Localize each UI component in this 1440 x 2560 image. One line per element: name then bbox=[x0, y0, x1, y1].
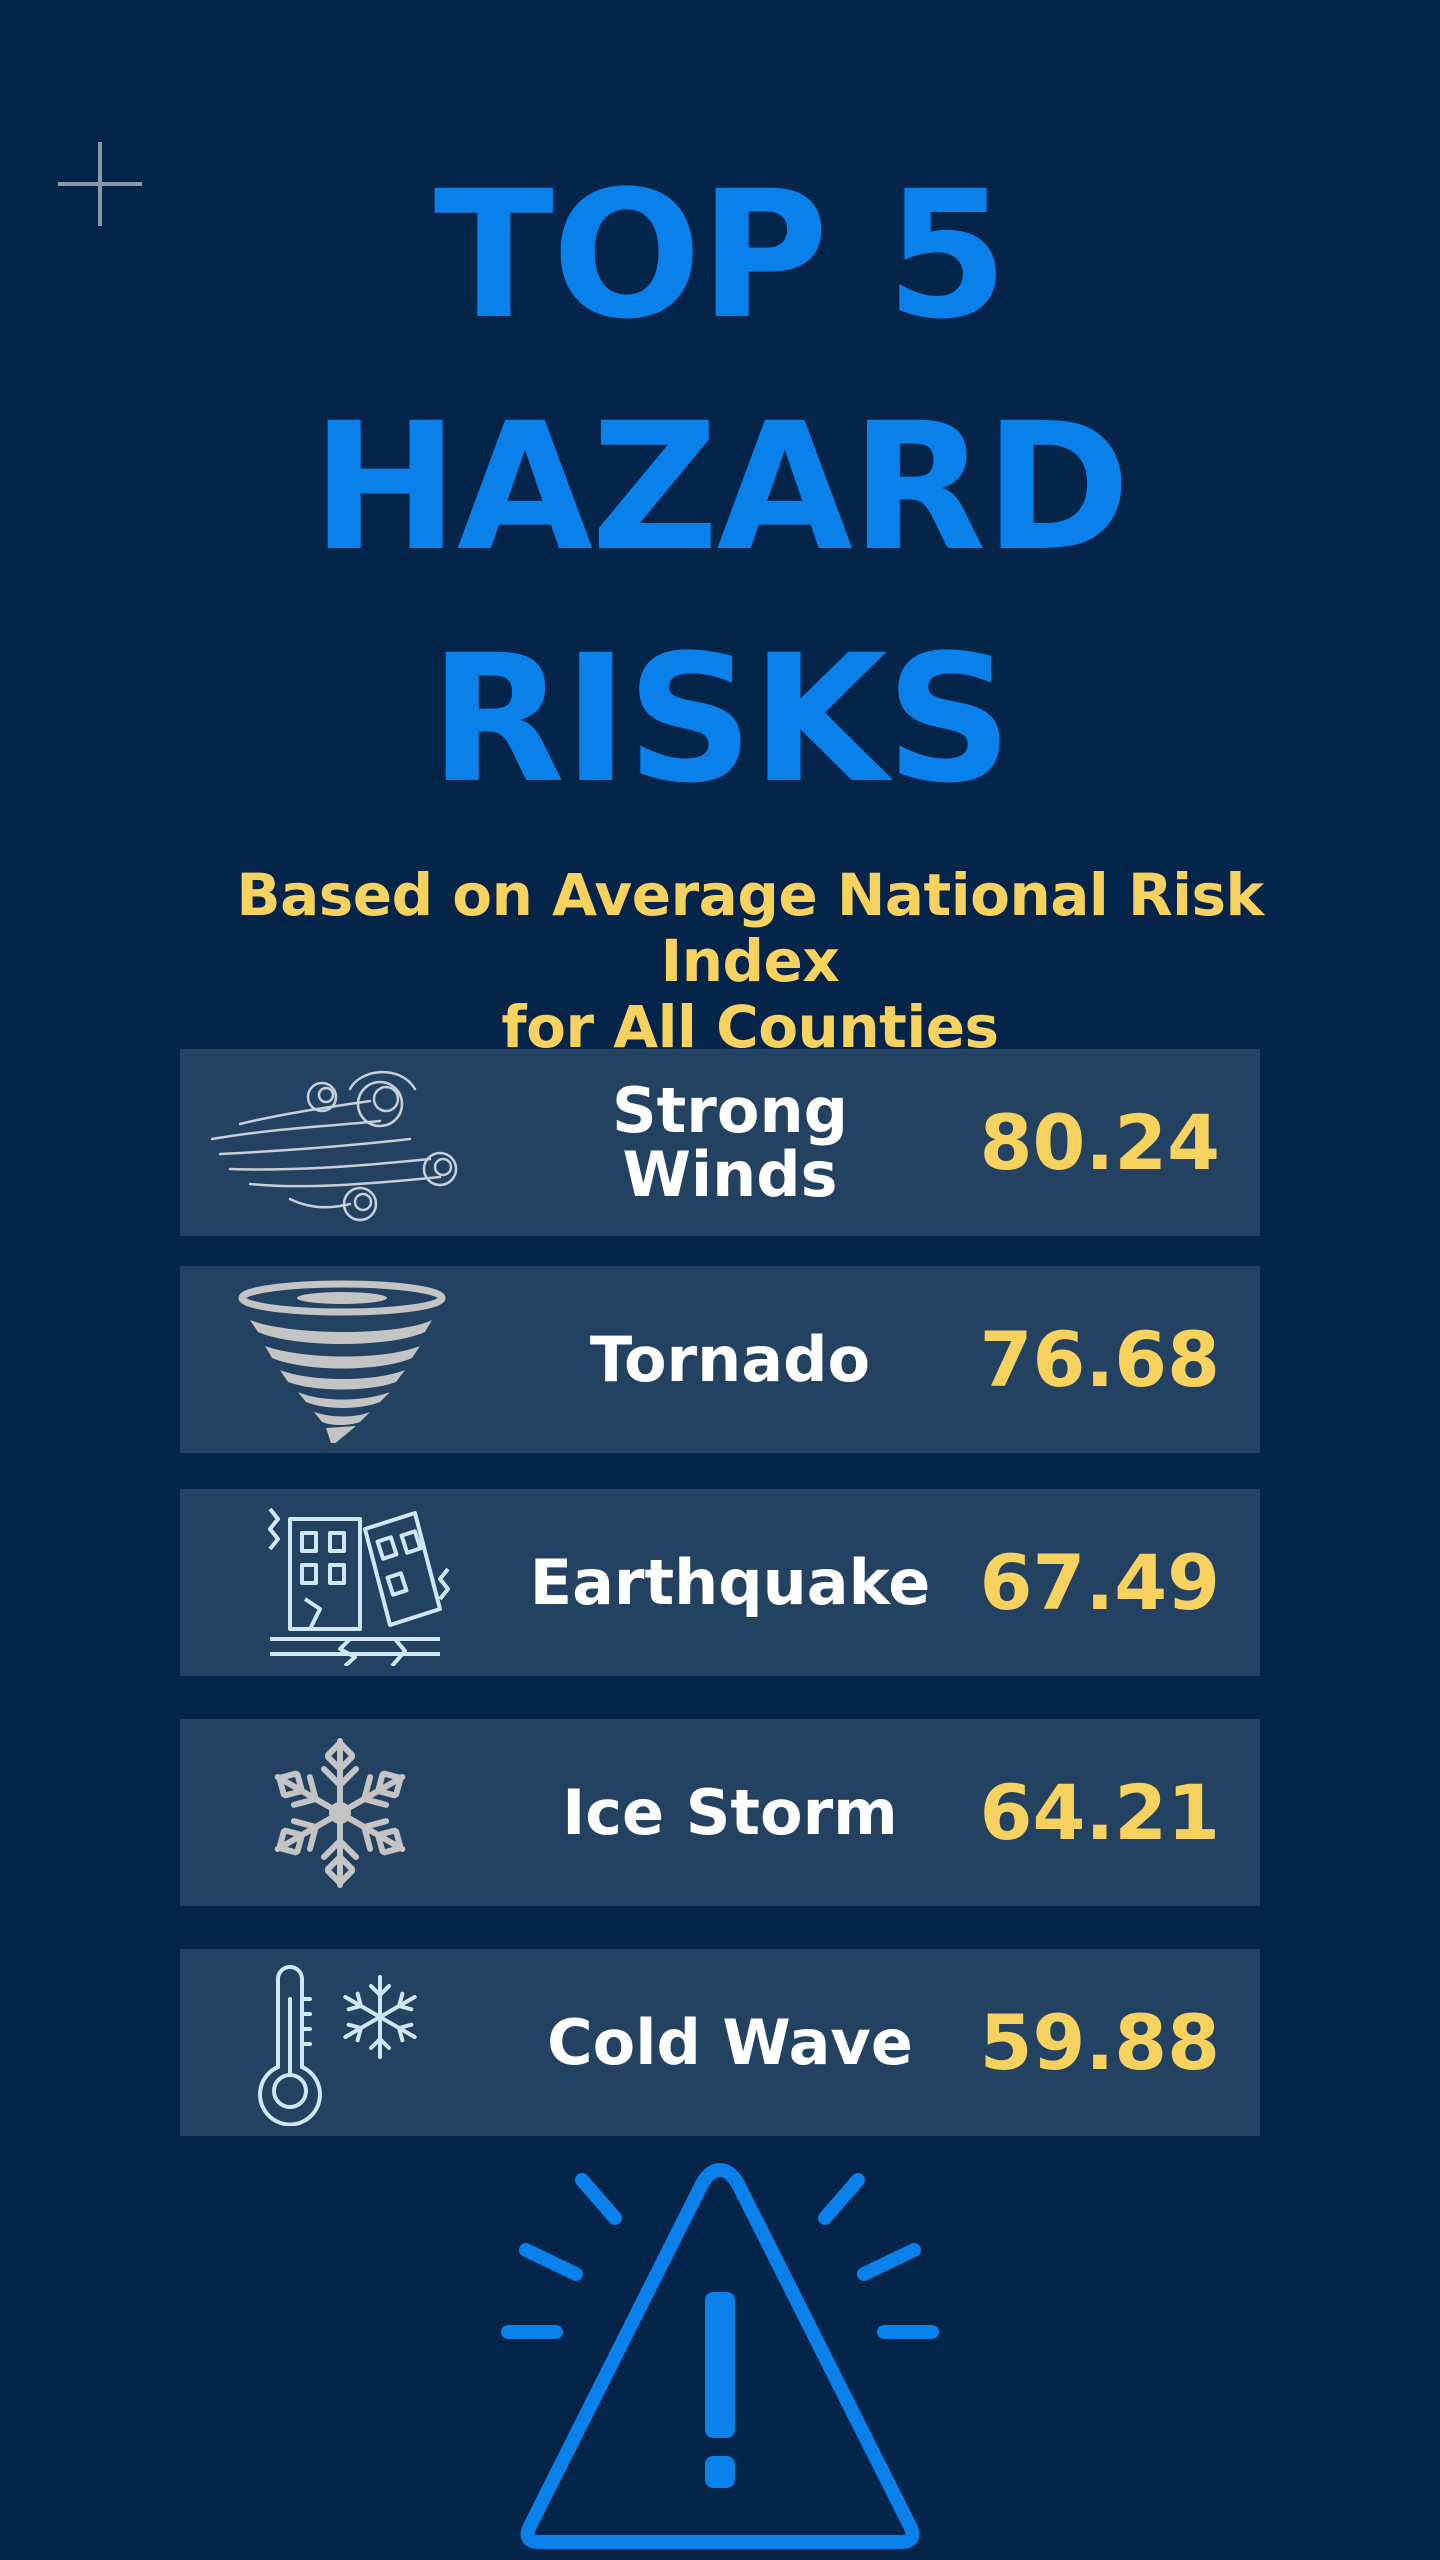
subtitle: Based on Average National Risk Index for… bbox=[160, 862, 1340, 1060]
snowflake-icon bbox=[210, 1738, 470, 1896]
warning-triangle-icon bbox=[501, 2163, 939, 2549]
title-line-3: RISKS bbox=[429, 617, 1013, 822]
hazard-value: 76.68 bbox=[979, 1315, 1220, 1404]
earthquake-building-icon bbox=[268, 1507, 450, 1666]
hazard-name: Earthquake bbox=[529, 1545, 931, 1619]
hazard-row-earthquake: Earthquake 67.49 bbox=[180, 1489, 1260, 1676]
hazard-value: 64.21 bbox=[979, 1768, 1220, 1857]
title-line-1: TOP 5 bbox=[433, 153, 1008, 358]
hazard-value: 80.24 bbox=[979, 1098, 1220, 1187]
title-line-2: HAZARD bbox=[311, 385, 1131, 590]
hazard-row-cold-wave: Cold Wave 59.88 bbox=[180, 1949, 1260, 2136]
hazard-value: 59.88 bbox=[979, 1998, 1220, 2087]
hazard-row-strong-winds: Strong Winds 80.24 bbox=[180, 1049, 1260, 1236]
wind-icon bbox=[210, 1070, 458, 1222]
hazard-name: Ice Storm bbox=[562, 1775, 898, 1849]
hazard-name: Strong Winds bbox=[612, 1073, 848, 1211]
hazard-row-tornado: Tornado 76.68 bbox=[180, 1266, 1260, 1453]
page-title: TOP 5 HAZARD RISKS bbox=[0, 140, 1440, 836]
hazard-value: 67.49 bbox=[979, 1538, 1220, 1627]
tornado-icon bbox=[238, 1280, 446, 1443]
hazard-name: Cold Wave bbox=[547, 2005, 913, 2079]
thermometer-snowflake-icon bbox=[258, 1965, 422, 2126]
hazard-name: Tornado bbox=[589, 1322, 871, 1396]
plus-icon bbox=[58, 142, 142, 226]
subtitle-line-1: Based on Average National Risk Index bbox=[236, 861, 1264, 995]
hazard-row-ice-storm: Ice Storm 64.21 bbox=[180, 1719, 1260, 1906]
